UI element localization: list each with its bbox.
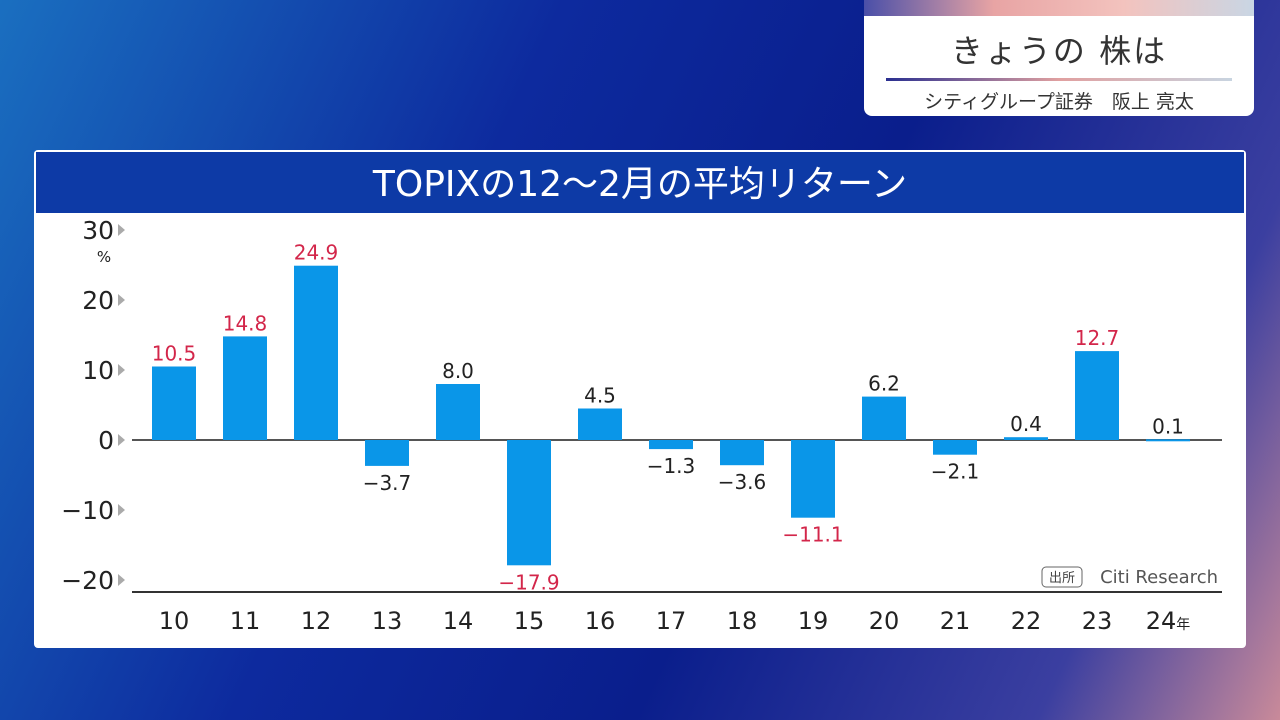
source-tag: 出所 [1049, 571, 1075, 586]
x-tick-label: 21 [940, 607, 971, 635]
bar [152, 366, 196, 440]
caption-title: きょうの 株は [950, 32, 1168, 70]
bar [223, 336, 267, 440]
data-label: 12.7 [1075, 326, 1120, 350]
source-text: Citi Research [1100, 567, 1218, 588]
tick-arrow-icon [118, 224, 125, 236]
chart-title: TOPIXの12〜2月の平均リターン [34, 150, 1246, 215]
program-caption: きょうの 株は シティグループ証券 阪上 亮太 [864, 0, 1254, 116]
x-tick-label: 24年 [1146, 607, 1191, 635]
x-tick-label: 20 [869, 607, 900, 635]
bar [649, 440, 693, 450]
y-tick-label: −10 [61, 496, 114, 525]
x-tick-label: 17 [656, 607, 687, 635]
data-label: −3.6 [718, 470, 767, 494]
bar [436, 384, 480, 440]
y-tick-label: −20 [61, 566, 114, 595]
y-unit-label: % [97, 248, 111, 266]
caption-subtitle: シティグループ証券 阪上 亮太 [924, 91, 1194, 113]
x-tick-label: 14 [443, 607, 474, 635]
y-tick-label: 20 [82, 286, 114, 315]
bar [791, 440, 835, 518]
x-tick-label: 23 [1082, 607, 1113, 635]
data-label: −2.1 [931, 460, 980, 484]
tick-arrow-icon [118, 364, 125, 376]
x-tick-label: 11 [230, 607, 261, 635]
x-tick-label: 12 [301, 607, 332, 635]
bar [294, 265, 338, 440]
bar [578, 408, 622, 440]
source-tag-box [1041, 566, 1083, 588]
caption-gradient-bar [864, 0, 1254, 16]
year-suffix: 年 [1176, 617, 1190, 633]
data-label: 4.5 [584, 384, 616, 408]
data-label: −17.9 [498, 570, 559, 594]
y-tick-label: 0 [98, 426, 114, 455]
y-tick-label: 30 [82, 216, 114, 245]
data-label: −11.1 [782, 523, 843, 547]
x-tick-label: 16 [585, 607, 616, 635]
tick-arrow-icon [118, 434, 125, 446]
x-tick-label: 18 [727, 607, 758, 635]
x-tick-label: 22 [1011, 607, 1042, 635]
bar [1075, 351, 1119, 440]
x-tick-label: 13 [372, 607, 403, 635]
data-label: −3.7 [363, 471, 412, 495]
data-label: 6.2 [868, 372, 900, 396]
chart-panel: TOPIXの12〜2月の平均リターン 30 20 10 0 −10 −20% 10.5 10 1… [34, 150, 1246, 648]
bar [507, 440, 551, 566]
bar [1004, 437, 1048, 440]
data-label: 0.1 [1152, 414, 1184, 438]
bar [1146, 439, 1190, 442]
x-tick-label: 15 [514, 607, 545, 635]
bar [720, 440, 764, 466]
caption-divider [886, 78, 1232, 81]
tick-arrow-icon [118, 294, 125, 306]
data-label: 14.8 [223, 311, 268, 335]
data-label: −1.3 [647, 454, 696, 478]
data-label: 0.4 [1010, 412, 1042, 436]
data-label: 10.5 [152, 342, 197, 366]
bar [933, 440, 977, 455]
bar [862, 396, 906, 440]
tick-arrow-icon [118, 504, 125, 516]
y-tick-label: 10 [82, 356, 114, 385]
tick-arrow-icon [118, 574, 125, 586]
x-tick-label: 19 [798, 607, 829, 635]
data-label: 8.0 [442, 359, 474, 383]
x-tick-label: 10 [159, 607, 190, 635]
bar [365, 440, 409, 466]
data-label: 24.9 [294, 241, 339, 265]
bar-chart: 30 20 10 0 −10 −20% 10.5 10 14.8 11 24.9 12 −3.7 13 8.… [61, 216, 1222, 635]
